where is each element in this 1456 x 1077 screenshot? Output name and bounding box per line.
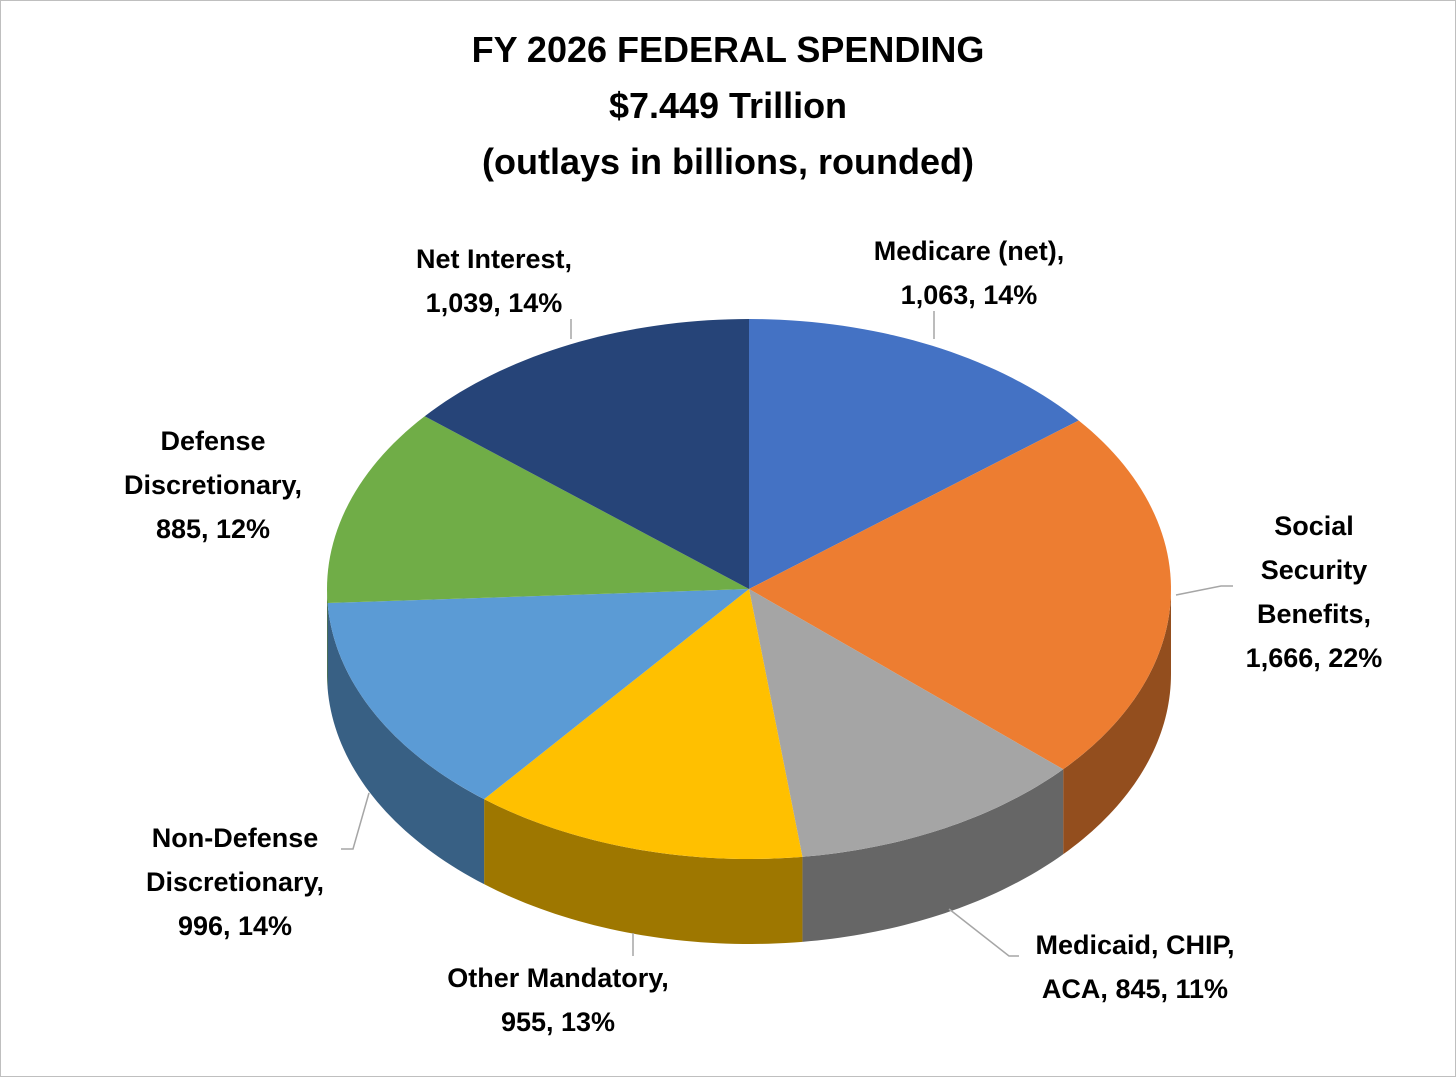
slice-side [1063, 589, 1171, 855]
slice-side [327, 603, 485, 885]
value-group: 1,063, 14% [901, 280, 1038, 310]
slice-side [327, 589, 328, 689]
slice [327, 416, 749, 604]
chart-subtitle: (outlays in billions, rounded) [482, 141, 974, 182]
value-label: 885, [155, 514, 209, 544]
data-label: Medicare (net), 1,063, 14% [834, 229, 1104, 317]
value-group: 1,039, 14% [426, 288, 563, 318]
slice [424, 319, 749, 589]
slice-side [484, 799, 803, 944]
value-group: 955, 13% [501, 1007, 615, 1037]
value-group: 996, 14% [178, 911, 292, 941]
category-label: Other Mandatory, [447, 963, 669, 993]
leader-line [1175, 585, 1233, 596]
leader-line [341, 792, 370, 850]
slice [749, 589, 1064, 857]
leader-line [948, 908, 1019, 957]
value-label: 1,063, [900, 280, 976, 310]
data-label: Non-Defense Discretionary, 996, 14% [115, 816, 355, 948]
value-group: 885, 12% [156, 514, 270, 544]
percent-label: 14% [238, 911, 293, 941]
slice [327, 589, 749, 800]
value-label: 955, [500, 1007, 554, 1037]
category-label: Defense Discretionary, [123, 426, 303, 500]
chart-title: FY 2026 FEDERAL SPENDING [471, 29, 985, 70]
percent-label: 14% [508, 288, 563, 318]
data-label: Net Interest, 1,039, 14% [379, 237, 609, 325]
chart-subtitle: $7.449 Trillion [608, 85, 848, 126]
value-group: 1,666, 22% [1246, 643, 1383, 673]
value-label: 1,666, [1245, 643, 1321, 673]
pie [327, 319, 1171, 944]
data-label: Medicaid, CHIP, ACA, 845, 11% [1000, 923, 1270, 1011]
percent-label: 12% [216, 514, 271, 544]
slice [749, 319, 1079, 589]
category-label: Medicaid, CHIP, ACA, [1035, 930, 1235, 1004]
value-label: 845, [1115, 974, 1168, 1004]
category-label: Net Interest, [415, 244, 573, 274]
category-label: Medicare (net), [873, 236, 1065, 266]
percent-label: 14% [983, 280, 1038, 310]
slice-side [802, 769, 1064, 942]
value-group: 845, 11% [1115, 974, 1228, 1004]
percent-label: 22% [1328, 643, 1383, 673]
slice [749, 420, 1171, 770]
percent-label: 11% [1175, 974, 1229, 1004]
value-label: 1,039, [425, 288, 501, 318]
percent-label: 13% [561, 1007, 616, 1037]
data-label: Social Security Benefits, 1,666, 22% [1224, 504, 1404, 680]
data-label: Other Mandatory, 955, 13% [408, 956, 708, 1044]
value-label: 996, [177, 911, 231, 941]
slice [484, 589, 803, 859]
category-label: Non-Defense Discretionary, [145, 823, 325, 897]
data-label: Defense Discretionary, 885, 12% [93, 419, 333, 551]
category-label: Social Security Benefits, [1256, 511, 1372, 629]
